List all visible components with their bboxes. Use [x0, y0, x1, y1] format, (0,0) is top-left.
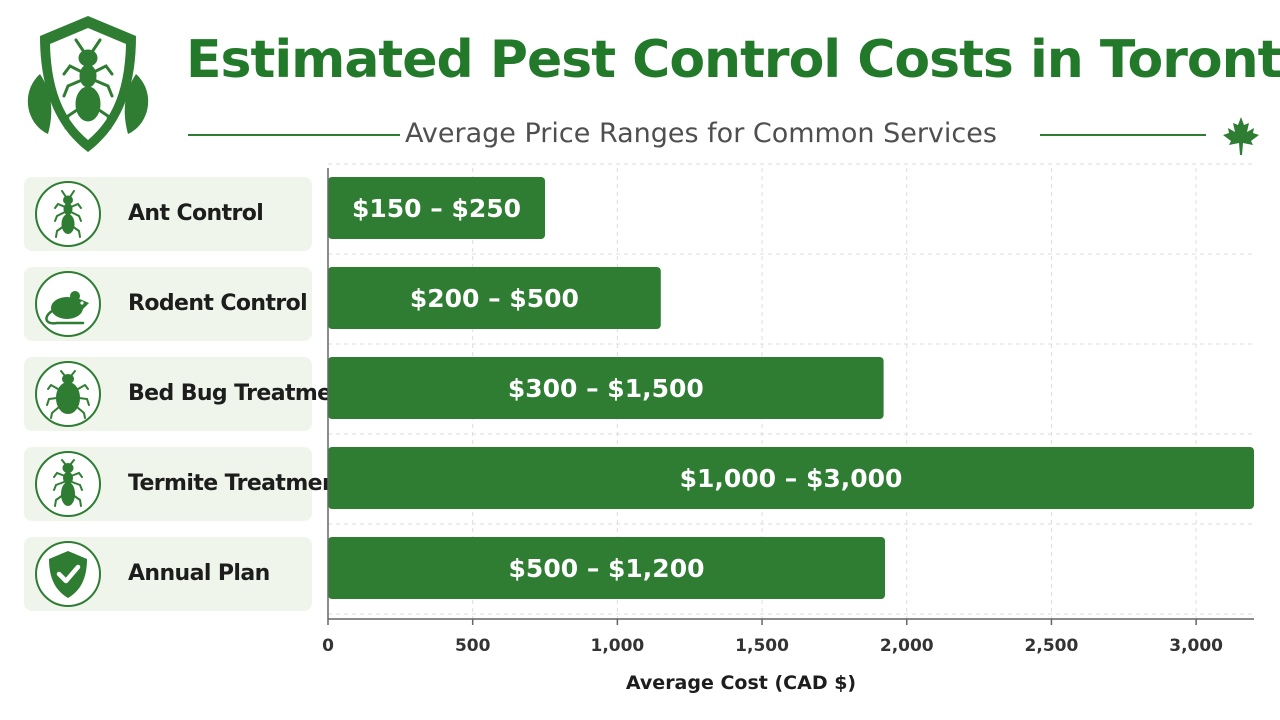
category-label: Rodent Control: [128, 291, 308, 316]
bed-bug-icon: [35, 361, 101, 427]
bar-3: [328, 357, 884, 419]
x-tick-label: 3,000: [1169, 636, 1223, 656]
x-tick-label: 0: [322, 636, 334, 656]
bar-label: $300 – $1,500: [508, 374, 704, 403]
bar-label: $200 – $500: [410, 284, 579, 313]
category-label: Bed Bug Treatment: [128, 381, 357, 406]
chart-subtitle: Average Price Ranges for Common Services: [405, 118, 997, 149]
bar-4: [328, 447, 1254, 509]
termite-icon: [35, 451, 101, 517]
x-tick-label: 1,500: [735, 636, 789, 656]
subtitle-divider-left: [188, 134, 400, 136]
category-card-rodent-control: Rodent Control: [24, 267, 312, 341]
subtitle-row: Average Price Ranges for Common Services: [186, 114, 1216, 154]
x-tick-label: 2,000: [880, 636, 934, 656]
category-card-annual-plan: Annual Plan: [24, 537, 312, 611]
bar-label: $150 – $250: [352, 194, 521, 223]
category-label: Ant Control: [128, 201, 264, 226]
category-label: Termite Treatment: [128, 471, 348, 496]
bars: $150 – $250 $200 – $500 $300 – $1,500 $1,00…: [328, 177, 1254, 599]
shield-ant-logo-icon: [27, 16, 149, 152]
x-axis-title: Average Cost (CAD $): [626, 672, 856, 694]
cost-bar-chart: $150 – $250 $200 – $500 $300 – $1,500 $1,00…: [322, 163, 1254, 694]
ant-icon: [35, 181, 101, 247]
bar-1: [328, 177, 546, 239]
bar-label: $500 – $1,200: [509, 554, 705, 583]
maple-leaf-icon: [1223, 117, 1259, 155]
chart-title: Estimated Pest Control Costs in Toronto: [186, 30, 1280, 90]
mouse-icon: [35, 271, 101, 337]
category-card-ant-control: Ant Control: [24, 177, 312, 251]
bar-2: [328, 267, 661, 329]
x-axis: 0 500 1,000 1,500 2,000 2,500 3,000 Average Cos…: [322, 168, 1254, 694]
x-tick-label: 2,500: [1025, 636, 1079, 656]
bar-5: [328, 537, 886, 599]
category-label: Annual Plan: [128, 561, 270, 586]
subtitle-divider-right: [1040, 134, 1206, 136]
shield-check-icon: [35, 541, 101, 607]
category-card-termite-treatment: Termite Treatment: [24, 447, 348, 521]
x-tick-label: 500: [455, 636, 491, 656]
bar-label: $1,000 – $3,000: [680, 464, 903, 493]
category-card-bed-bug-treatment: Bed Bug Treatment: [24, 357, 357, 431]
x-tick-label: 1,000: [590, 636, 644, 656]
